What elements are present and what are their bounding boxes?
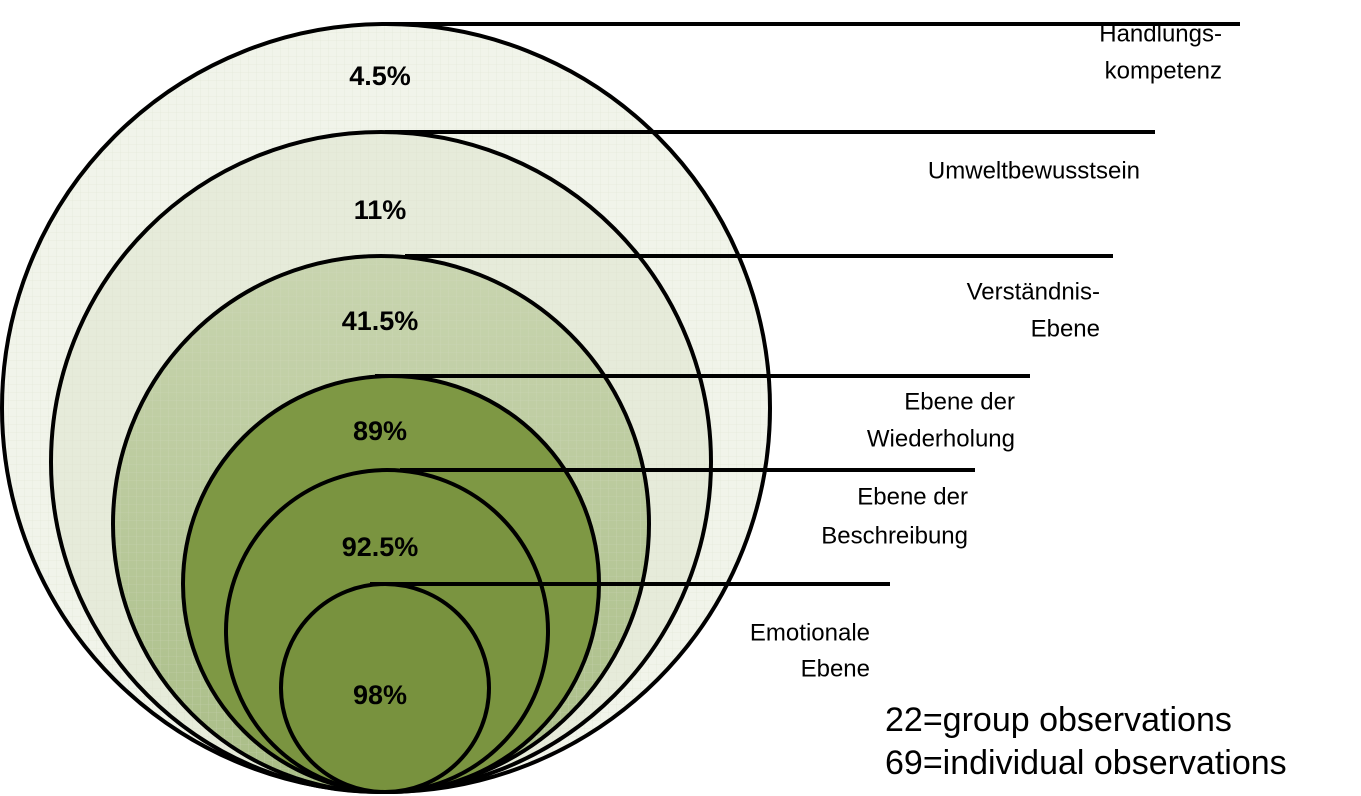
- level-percent: 89%: [353, 416, 407, 446]
- level-label: kompetenz: [1105, 57, 1222, 84]
- level-percent: 98%: [353, 680, 407, 710]
- circles: [0, 22, 772, 794]
- note: 69=individual observations: [885, 744, 1287, 782]
- level-label: Handlungs-: [1099, 20, 1222, 47]
- level-label: Umweltbewusstsein: [928, 157, 1140, 184]
- level-label: Ebene der: [904, 388, 1015, 415]
- level-label: Ebene: [1031, 315, 1100, 342]
- labels: Handlungs-kompetenz 4.5% Umweltbewusstsein…: [342, 20, 1287, 782]
- level-label: Beschreibung: [821, 522, 968, 549]
- level-percent: 4.5%: [349, 61, 411, 91]
- level-percent: 11%: [354, 195, 407, 225]
- level-label: Ebene der: [857, 483, 968, 510]
- level-label: Wiederholung: [867, 425, 1015, 452]
- level-label: Emotionale: [750, 619, 870, 646]
- level-label: Verständnis-: [967, 278, 1100, 305]
- note: 22=group observations: [885, 701, 1232, 739]
- level-percent: 41.5%: [342, 306, 419, 336]
- level-label: Ebene: [801, 655, 870, 682]
- level-percent: 92.5%: [342, 532, 419, 562]
